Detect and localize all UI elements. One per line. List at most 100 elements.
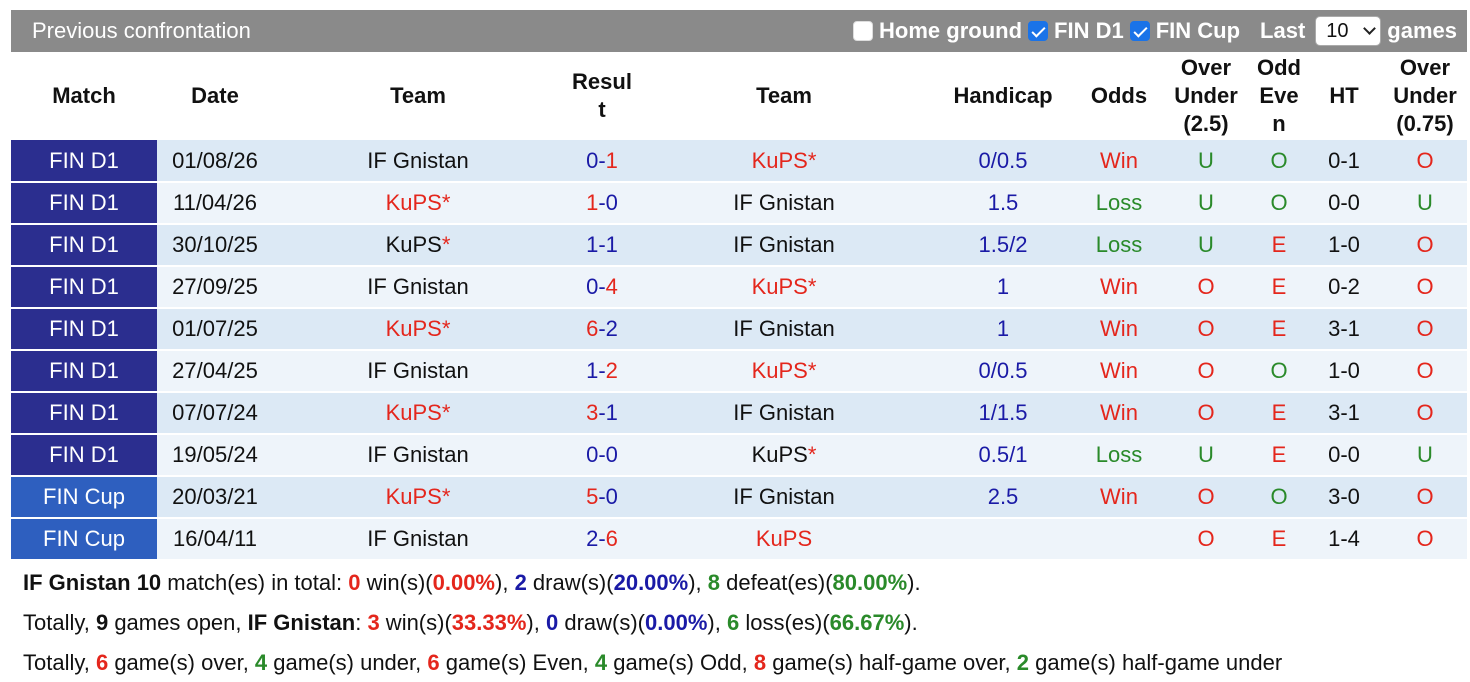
- table-row[interactable]: FIN D1 27/09/25 IF Gnistan 0-4 KuPS* 1 Win O E 0-…: [11, 266, 1467, 309]
- handicap-value: 1: [927, 308, 1079, 351]
- home-team[interactable]: KuPS*: [273, 224, 563, 267]
- home-ground-filter[interactable]: Home ground: [853, 18, 1022, 44]
- result-home-goals: 6: [586, 316, 599, 341]
- fin-cup-filter[interactable]: FIN Cup: [1129, 18, 1240, 44]
- match-league[interactable]: FIN D1: [11, 392, 157, 435]
- table-row[interactable]: FIN D1 01/07/25 KuPS* 6-2 IF Gnistan 1 Win O E 3-…: [11, 308, 1467, 351]
- home-team[interactable]: IF Gnistan: [273, 266, 563, 309]
- col-date: Date: [157, 52, 273, 140]
- home-team-star: *: [441, 190, 451, 215]
- table-row[interactable]: FIN D1 19/05/24 IF Gnistan 0-0 KuPS* 0.5/1 Los…: [11, 434, 1467, 477]
- col-over-under: Over Under (2.5): [1159, 52, 1253, 140]
- handicap-value: 1.5: [927, 182, 1079, 225]
- over-under-075-value: O: [1383, 266, 1467, 309]
- home-team-name: KuPS: [385, 190, 442, 215]
- table-row[interactable]: FIN D1 01/08/26 IF Gnistan 0-1 KuPS* 0/0.5 Win…: [11, 140, 1467, 183]
- confrontation-table: Match Date Team Resul t Team Handicap Odd…: [11, 52, 1467, 561]
- match-date: 27/09/25: [157, 266, 273, 309]
- last-label: Last: [1260, 18, 1306, 43]
- away-team[interactable]: KuPS*: [641, 266, 927, 309]
- table-row[interactable]: FIN D1 07/07/24 KuPS* 3-1 IF Gnistan 1/1.5 Win…: [11, 392, 1467, 435]
- table-row[interactable]: FIN D1 11/04/26 KuPS* 1-0 IF Gnistan 1.5 Loss U…: [11, 182, 1467, 225]
- over-under-value: U: [1159, 434, 1253, 477]
- match-league[interactable]: FIN D1: [11, 140, 157, 183]
- result-home-goals: 0: [586, 274, 599, 299]
- away-team[interactable]: IF Gnistan: [641, 476, 927, 519]
- match-league[interactable]: FIN D1: [11, 350, 157, 393]
- away-team[interactable]: IF Gnistan: [641, 392, 927, 435]
- match-date: 30/10/25: [157, 224, 273, 267]
- table-row[interactable]: FIN D1 27/04/25 IF Gnistan 1-2 KuPS* 0/0.5 Win…: [11, 350, 1467, 393]
- fin-cup-checkbox[interactable]: [1129, 21, 1150, 41]
- away-team[interactable]: IF Gnistan: [641, 308, 927, 351]
- home-team-star: *: [441, 400, 451, 425]
- match-result[interactable]: 5-0: [563, 476, 641, 519]
- match-league[interactable]: FIN Cup: [11, 518, 157, 561]
- match-result[interactable]: 6-2: [563, 308, 641, 351]
- match-league[interactable]: FIN D1: [11, 182, 157, 225]
- home-team[interactable]: IF Gnistan: [273, 350, 563, 393]
- over-under-075-value: O: [1383, 476, 1467, 519]
- home-team[interactable]: KuPS*: [273, 476, 563, 519]
- summary3-hg-under-label: game(s) half-game under: [1029, 650, 1283, 675]
- half-time-score: 3-1: [1305, 308, 1383, 351]
- col-handicap: Handicap: [927, 52, 1079, 140]
- home-team[interactable]: KuPS*: [273, 308, 563, 351]
- away-team[interactable]: KuPS*: [641, 140, 927, 183]
- match-league[interactable]: FIN Cup: [11, 476, 157, 519]
- table-row[interactable]: FIN Cup 16/04/11 IF Gnistan 2-6 KuPS O E 1-4 O: [11, 518, 1467, 561]
- home-team[interactable]: IF Gnistan: [273, 434, 563, 477]
- summary-defeats-label: defeat(es)(: [720, 570, 833, 595]
- match-result[interactable]: 1-1: [563, 224, 641, 267]
- result-home-goals: 1: [586, 358, 599, 383]
- over-under-value: O: [1159, 350, 1253, 393]
- col-result: Resul t: [563, 52, 641, 140]
- over-under-value: U: [1159, 224, 1253, 267]
- match-result[interactable]: 2-6: [563, 518, 641, 561]
- match-league[interactable]: FIN D1: [11, 224, 157, 267]
- summary3-hg-over: 8: [753, 650, 767, 675]
- away-team[interactable]: KuPS*: [641, 434, 927, 477]
- handicap-value: 1.5/2: [927, 224, 1079, 267]
- match-result[interactable]: 0-1: [563, 140, 641, 183]
- home-team-star: *: [441, 484, 451, 509]
- odd-even-value: O: [1253, 350, 1305, 393]
- fin-d1-filter[interactable]: FIN D1: [1028, 18, 1124, 44]
- previous-confrontation-panel: Previous confrontation Home ground FIN D…: [11, 10, 1467, 561]
- summary2-wins-label: win(s)(: [379, 610, 452, 635]
- half-time-score: 1-0: [1305, 350, 1383, 393]
- match-league[interactable]: FIN D1: [11, 308, 157, 351]
- match-league[interactable]: FIN D1: [11, 266, 157, 309]
- home-team[interactable]: KuPS*: [273, 392, 563, 435]
- match-league[interactable]: FIN D1: [11, 434, 157, 477]
- away-team[interactable]: KuPS*: [641, 350, 927, 393]
- match-result[interactable]: 0-0: [563, 434, 641, 477]
- match-result[interactable]: 3-1: [563, 392, 641, 435]
- away-team[interactable]: KuPS: [641, 518, 927, 561]
- away-team[interactable]: IF Gnistan: [641, 224, 927, 267]
- match-result[interactable]: 1-2: [563, 350, 641, 393]
- match-result[interactable]: 0-4: [563, 266, 641, 309]
- col-team-away: Team: [641, 52, 927, 140]
- fin-d1-checkbox[interactable]: [1028, 21, 1049, 41]
- away-team[interactable]: IF Gnistan: [641, 182, 927, 225]
- away-team-star: *: [807, 147, 817, 173]
- odd-even-value: O: [1253, 140, 1305, 183]
- home-team[interactable]: IF Gnistan: [273, 518, 563, 561]
- home-ground-checkbox[interactable]: [853, 21, 874, 41]
- result-away-goals: 1: [605, 232, 618, 257]
- table-header: Match Date Team Resul t Team Handicap Odd…: [11, 52, 1467, 140]
- result-dash: -: [598, 147, 606, 173]
- home-team-name: KuPS: [385, 400, 442, 425]
- table-row[interactable]: FIN Cup 20/03/21 KuPS* 5-0 IF Gnistan 2.5 Win O…: [11, 476, 1467, 519]
- table-row[interactable]: FIN D1 30/10/25 KuPS* 1-1 IF Gnistan 1.5/2 Los…: [11, 224, 1467, 267]
- result-home-goals: 0: [586, 147, 599, 173]
- handicap-value: 2.5: [927, 476, 1079, 519]
- last-games-select[interactable]: 10: [1315, 16, 1382, 46]
- home-team[interactable]: KuPS*: [273, 182, 563, 225]
- summary-sep2: ),: [688, 570, 708, 595]
- match-result[interactable]: 1-0: [563, 182, 641, 225]
- over-under-value: O: [1159, 308, 1253, 351]
- home-team[interactable]: IF Gnistan: [273, 140, 563, 183]
- summary3-odd-label: game(s) Odd,: [607, 650, 754, 675]
